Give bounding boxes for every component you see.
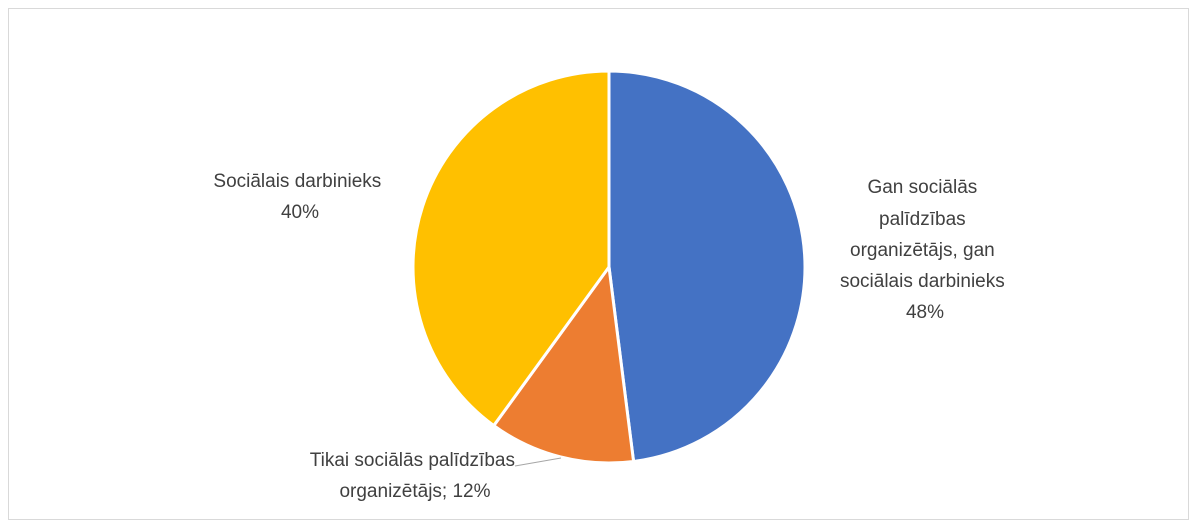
slice-label-2: Tikai sociālās palīdzības organizētājs; … [310, 450, 521, 502]
pie-slice-3 [411, 69, 611, 428]
slice-label-1: Gan sociālās palīdzības organizētājs, ga… [840, 177, 1010, 323]
slice-label-3: Sociālais darbinieks 40% [213, 171, 386, 223]
leader-line [514, 457, 562, 467]
pie-slice-1 [607, 69, 807, 464]
pie-slice-2 [491, 263, 636, 465]
